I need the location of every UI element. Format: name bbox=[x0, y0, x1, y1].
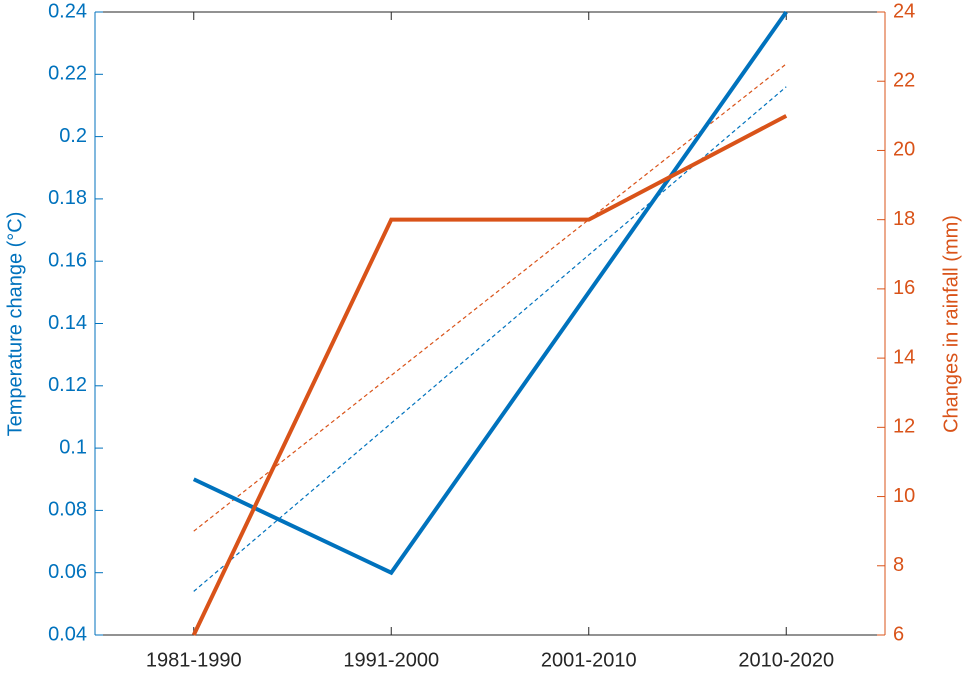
y2-tick-label: 20 bbox=[893, 139, 915, 161]
trend-line bbox=[193, 86, 787, 592]
y-tick-label: 0.24 bbox=[48, 0, 87, 22]
y2-tick-label: 24 bbox=[893, 0, 915, 22]
line bbox=[192, 10, 788, 576]
y2-tick-label: 10 bbox=[893, 485, 915, 507]
x-tick-label: 2010-2020 bbox=[738, 649, 834, 671]
y-tick-label: 0.2 bbox=[59, 125, 87, 147]
x-tick-label: 2001-2010 bbox=[541, 649, 637, 671]
line bbox=[191, 114, 788, 636]
y2-tick-label: 12 bbox=[893, 416, 915, 438]
y-tick-label: 0.22 bbox=[48, 63, 87, 85]
y2-tick-label: 8 bbox=[893, 554, 904, 576]
y-tick-label: 0.14 bbox=[48, 312, 87, 334]
y2-tick-label: 22 bbox=[893, 70, 915, 92]
y-axis-label: Temperature change (°C) bbox=[4, 212, 26, 437]
y2-tick-label: 6 bbox=[893, 623, 904, 645]
y-tick-label: 0.16 bbox=[48, 249, 87, 271]
y2-axis-label: Changes in rainfall (mm) bbox=[940, 215, 962, 433]
trend-line bbox=[193, 63, 787, 532]
y-tick-label: 0.1 bbox=[59, 436, 87, 458]
y-tick-label: 0.04 bbox=[48, 623, 87, 645]
y-tick-label: 0.08 bbox=[48, 499, 87, 521]
y-tick-label: 0.18 bbox=[48, 187, 87, 209]
y2-tick-label: 18 bbox=[893, 208, 915, 230]
y-tick-label: 0.06 bbox=[48, 561, 87, 583]
y-tick-label: 0.12 bbox=[48, 374, 87, 396]
y2-tick-label: 14 bbox=[893, 346, 915, 368]
x-tick-label: 1991-2000 bbox=[343, 649, 439, 671]
x-tick-label: 1981-1990 bbox=[146, 649, 242, 671]
y2-tick-label: 16 bbox=[893, 277, 915, 299]
